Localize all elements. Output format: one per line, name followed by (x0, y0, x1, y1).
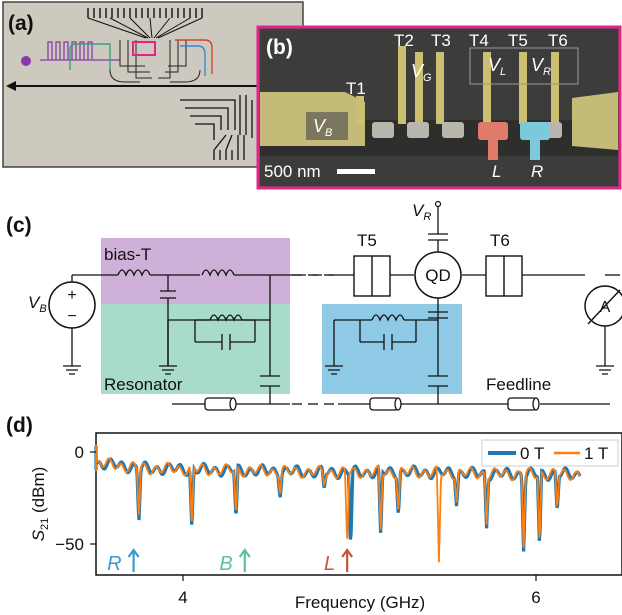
annotation-B: B (219, 553, 232, 575)
annotation-L: L (324, 553, 335, 575)
gate-label-t3: T3 (431, 31, 451, 50)
ammeter-arrow (587, 289, 621, 325)
resonator-label: Resonator (104, 375, 183, 394)
dot-L-lead (488, 140, 498, 160)
dot-R (520, 122, 550, 140)
scale-bar-label: 500 nm (264, 162, 321, 181)
chip-layout (2, 1, 304, 168)
bias-lead-right (572, 92, 618, 150)
panel-b-label: (b) (266, 36, 293, 59)
x-axis-label: Frequency (GHz) (295, 593, 425, 612)
panel-c: (c) bias-T Resonator Feedline (6, 200, 622, 411)
source-plus: + (67, 287, 76, 304)
y-tick-minus50: −50 (55, 535, 84, 554)
ammeter-label: A (600, 299, 611, 316)
y-axis-label: S21 (dBm) (29, 467, 51, 542)
vr-label: VR (531, 55, 551, 78)
purple-pad (21, 56, 31, 66)
inductors (117, 269, 416, 322)
vr-node (434, 200, 442, 208)
bias-t-label: bias-T (104, 245, 151, 264)
plot-frame (95, 432, 622, 576)
vl-vr-box (469, 47, 579, 85)
gate-label-t2: T2 (394, 31, 414, 50)
gate-label-t5: T5 (508, 31, 528, 50)
zoom-box (132, 41, 156, 56)
trace-1T (95, 444, 581, 563)
voltage-source (48, 281, 96, 329)
t6-label: T6 (490, 231, 510, 250)
legend-label-0T: 0 T (520, 444, 544, 463)
tunnel-barriers (353, 255, 523, 297)
qd-label: QD (425, 266, 451, 285)
circuit-wires (71, 206, 620, 405)
qd-symbol (414, 251, 462, 299)
dot-L (478, 122, 508, 140)
bottom-bondpads (180, 94, 295, 160)
legend-label-1T: 1 T (584, 444, 608, 463)
ammeter (584, 285, 622, 327)
dot-r-label: R (531, 162, 543, 181)
vb-box (306, 112, 348, 140)
t5-label: T5 (357, 231, 377, 250)
dot-l-label: L (492, 162, 501, 181)
panel-c-label: (c) (6, 214, 32, 237)
gate-label-t4: T4 (469, 31, 489, 50)
feedline-port (6, 81, 16, 91)
x-ticks (182, 575, 537, 581)
grounds (63, 365, 614, 375)
vr-gate-label: VR (412, 201, 431, 223)
barrier-gates (372, 122, 562, 138)
annotation-arrow-R (127, 548, 140, 572)
resonator-region (101, 304, 290, 394)
top-bondpads (87, 8, 203, 39)
x-tick-6: 6 (531, 588, 540, 607)
source-minus: − (67, 308, 76, 325)
circuit-dashes (292, 274, 334, 405)
feedline-label: Feedline (486, 375, 551, 394)
annotation-arrow-L (341, 548, 354, 572)
vg-label: VG (411, 61, 432, 84)
green-resonator (69, 43, 111, 70)
dot-R-lead (530, 140, 540, 160)
spectrum-traces (94, 444, 582, 563)
panel-d: (d) 0 −50 4 6 Frequency (GHz) S21 (dBm) … (6, 414, 622, 612)
vb-source-label: VB (28, 293, 47, 315)
gate-fingers (356, 46, 559, 124)
y-ticks (90, 451, 96, 545)
vb-label: VB (313, 116, 332, 139)
panel-d-label: (d) (6, 414, 33, 437)
annotation-R: R (107, 553, 121, 575)
y-tick-0: 0 (75, 443, 84, 462)
blue-resonator (180, 45, 206, 76)
gate-label-t1: T1 (346, 79, 366, 98)
vl-label: VL (488, 55, 506, 78)
gate-label-t6: T6 (548, 31, 568, 50)
panel-a-label: (a) (8, 12, 34, 35)
scale-bar (337, 169, 375, 174)
gate-wiring (109, 40, 201, 83)
panel-b: (b) T1 T2 T3 T4 T5 T6 VG VL VR VB 500 nm… (256, 25, 622, 190)
red-resonator (175, 39, 213, 74)
annotation-arrow-B (238, 548, 251, 572)
panel-a: (a) (2, 1, 304, 168)
coax-symbols (204, 397, 540, 411)
x-tick-4: 4 (178, 588, 187, 607)
